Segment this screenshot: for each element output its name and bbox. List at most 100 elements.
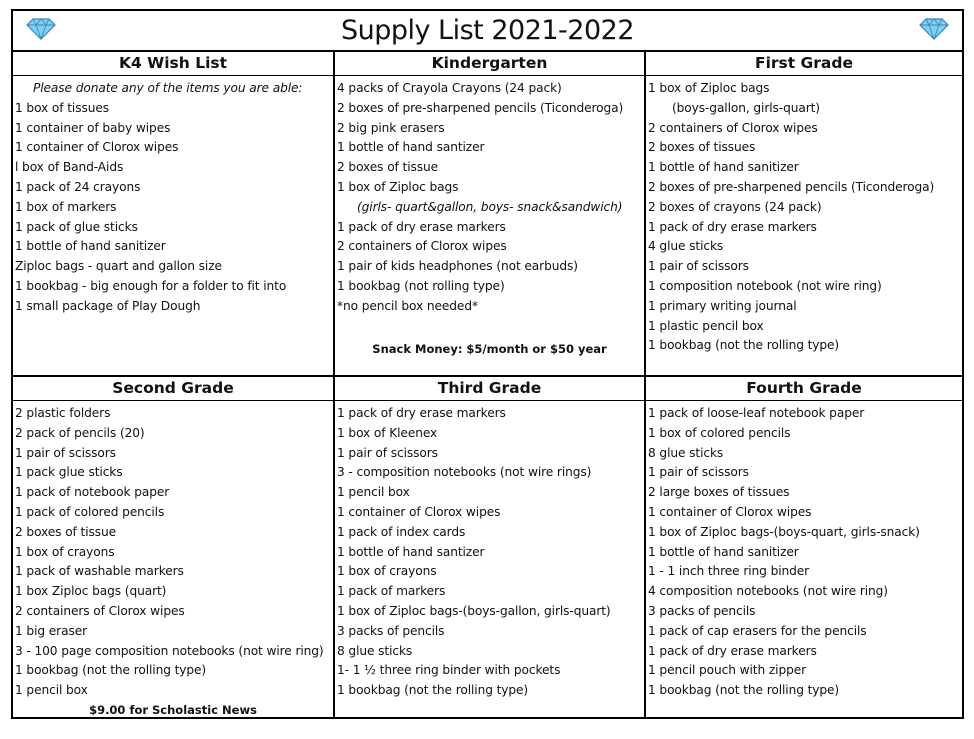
supply-item: 2 boxes of crayons (24 pack) (648, 199, 822, 214)
supply-item: 1 box of Ziploc bags (648, 81, 770, 95)
supply-item: 1 box of colored pencils (648, 425, 791, 440)
grade-cell-first: First Grade 1 box of Ziploc bags (boys-ga… (646, 52, 962, 375)
supply-item: 3 - 100 page composition notebooks (not … (15, 643, 324, 658)
row-divider (13, 375, 962, 377)
supply-item: 8 glue sticks (337, 643, 413, 658)
supply-item: 1 plastic pencil box (648, 318, 764, 333)
grade-cell-second: Second Grade 2 plastic folders 2 pack of … (13, 377, 333, 719)
supply-item: (boys-gallon, girls-quart) (672, 100, 820, 115)
supply-item: 1 container of baby wipes (15, 120, 171, 135)
supply-item: 1 container of Clorox wipes (337, 504, 501, 519)
supply-item: 1 bottle of hand santizer (337, 544, 485, 559)
supply-item: Please donate any of the items you are a… (33, 81, 303, 95)
supply-item: 3 packs of pencils (337, 623, 445, 638)
supply-item: 1 bookbag (not the rolling type) (648, 338, 840, 353)
grade-grid: K4 Wish List Please donate any of the it… (13, 52, 962, 717)
supply-item: 1- 1 ½ three ring binder with pockets (337, 663, 561, 678)
column-divider (644, 52, 646, 717)
supply-item: 2 boxes of pre-sharpened pencils (Ticond… (337, 100, 624, 115)
supply-item: 1 box of crayons (15, 544, 115, 559)
supply-item: 1 composition notebook (not wire ring) (648, 278, 882, 293)
supply-item: 4 composition notebooks (not wire ring) (648, 584, 888, 599)
scholastic-news-note: $9.00 for Scholastic News (89, 703, 257, 717)
supply-item: Ziploc bags - quart and gallon size (15, 259, 222, 274)
column-divider (333, 52, 335, 717)
supply-item: 1 pack of loose-leaf notebook paper (648, 406, 865, 420)
supply-item: 1 bookbag - big enough for a folder to f… (15, 278, 287, 293)
supply-item: 1 pack of 24 crayons (15, 179, 141, 194)
grade-cell-k4: K4 Wish List Please donate any of the it… (13, 52, 333, 375)
supply-item: 2 containers of Clorox wipes (337, 239, 507, 254)
supply-item: (girls- quart&gallon, boys- snack&sandwi… (357, 199, 623, 214)
grade-cell-fourth: Fourth Grade 1 pack of loose-leaf notebo… (646, 377, 962, 719)
supply-items: 1 pack of dry erase markers 1 box of Klee… (335, 401, 644, 701)
supply-item: 1 box Ziploc bags (quart) (15, 584, 167, 599)
supply-item: 2 big pink erasers (337, 120, 445, 135)
snack-money-note: Snack Money: $5/month or $50 year (372, 342, 607, 356)
grade-heading: Second Grade (13, 377, 333, 401)
supply-item: 1 bookbag (not rolling type) (337, 278, 505, 293)
grade-heading: First Grade (646, 52, 962, 76)
supply-item: 1 pencil box (15, 683, 88, 698)
supply-item: 8 glue sticks (648, 445, 724, 460)
supply-item: 1 bottle of hand sanitizer (648, 160, 799, 175)
supply-item: 1 pair of kids headphones (not earbuds) (337, 259, 578, 274)
supply-item: 1 box of crayons (337, 564, 437, 579)
supply-item: 1 pencil pouch with zipper (648, 663, 807, 678)
supply-items: 2 plastic folders 2 pack of pencils (20) 1… (13, 401, 333, 701)
supply-item: 2 boxes of pre-sharpened pencils (Ticond… (648, 179, 935, 194)
supply-items: 1 box of Ziploc bags (boys-gallon, girls-… (646, 76, 962, 356)
supply-item: 1 box of Ziploc bags (337, 179, 459, 194)
supply-item: l box of Band-Aids (15, 160, 124, 175)
grade-heading: Third Grade (335, 377, 644, 401)
supply-item: 1 box of tissues (15, 100, 109, 115)
supply-item: 1 pair of scissors (648, 465, 749, 480)
supply-item: 1 pack of cap erasers for the pencils (648, 623, 867, 638)
grade-cell-third: Third Grade 1 pack of dry erase markers 1… (335, 377, 644, 719)
supply-item: 2 pack of pencils (20) (15, 425, 145, 440)
supply-item: 1 pair of scissors (648, 259, 749, 274)
supply-item: 3 - composition notebooks (not wire ring… (337, 465, 592, 480)
supply-list-table: Supply List 2021-2022 K4 Wish List Pleas… (11, 9, 964, 719)
supply-item: 1 pack of glue sticks (15, 219, 138, 234)
supply-item: 2 containers of Clorox wipes (15, 603, 185, 618)
title-bar: Supply List 2021-2022 (13, 11, 962, 52)
supply-item: 1 bookbag (not the rolling type) (15, 663, 207, 678)
supply-item: 1 bookbag (not the rolling type) (337, 683, 529, 698)
supply-item: 2 boxes of tissue (337, 160, 439, 175)
diamond-icon (26, 18, 56, 40)
supply-item: *no pencil box needed* (337, 298, 478, 313)
supply-item: 1 pair of scissors (337, 445, 438, 460)
diamond-icon (919, 18, 949, 40)
supply-item: 1 bottle of hand sanitizer (648, 544, 799, 559)
supply-item: 1 box of Ziploc bags-(boys-gallon, girls… (337, 603, 611, 618)
supply-item: 1 container of Clorox wipes (648, 504, 812, 519)
supply-item: 3 packs of pencils (648, 603, 756, 618)
supply-item: 2 large boxes of tissues (648, 485, 790, 500)
supply-item: 1 pack of colored pencils (15, 504, 165, 519)
supply-item: 1 bottle of hand sanitizer (15, 239, 166, 254)
supply-item: 1 pack of dry erase markers (648, 219, 817, 234)
supply-item: 4 glue sticks (648, 239, 724, 254)
supply-item: 1 small package of Play Dough (15, 298, 201, 313)
supply-items: 1 pack of loose-leaf notebook paper 1 box… (646, 401, 962, 701)
supply-item: 1 pack of dry erase markers (648, 643, 817, 658)
grade-heading: Kindergarten (335, 52, 644, 76)
supply-item: 1 pack of washable markers (15, 564, 184, 579)
supply-item: 2 boxes of tissue (15, 524, 117, 539)
supply-item: 1 pack of markers (337, 584, 446, 599)
supply-items: Please donate any of the items you are a… (13, 76, 333, 317)
supply-item: 1 pair of scissors (15, 445, 116, 460)
supply-item: 1 box of markers (15, 199, 117, 214)
supply-item: 1 pencil box (337, 485, 410, 500)
grade-heading: K4 Wish List (13, 52, 333, 76)
supply-item: 2 plastic folders (15, 406, 111, 420)
supply-item: 1 primary writing journal (648, 298, 797, 313)
supply-item: 1 pack of dry erase markers (337, 406, 506, 420)
supply-item: 1 big eraser (15, 623, 87, 638)
supply-item: 1 pack glue sticks (15, 465, 123, 480)
supply-item: 1 - 1 inch three ring binder (648, 564, 810, 579)
supply-item: 1 bookbag (not the rolling type) (648, 683, 840, 698)
supply-item: 1 container of Clorox wipes (15, 140, 179, 155)
supply-item: 1 pack of index cards (337, 524, 466, 539)
